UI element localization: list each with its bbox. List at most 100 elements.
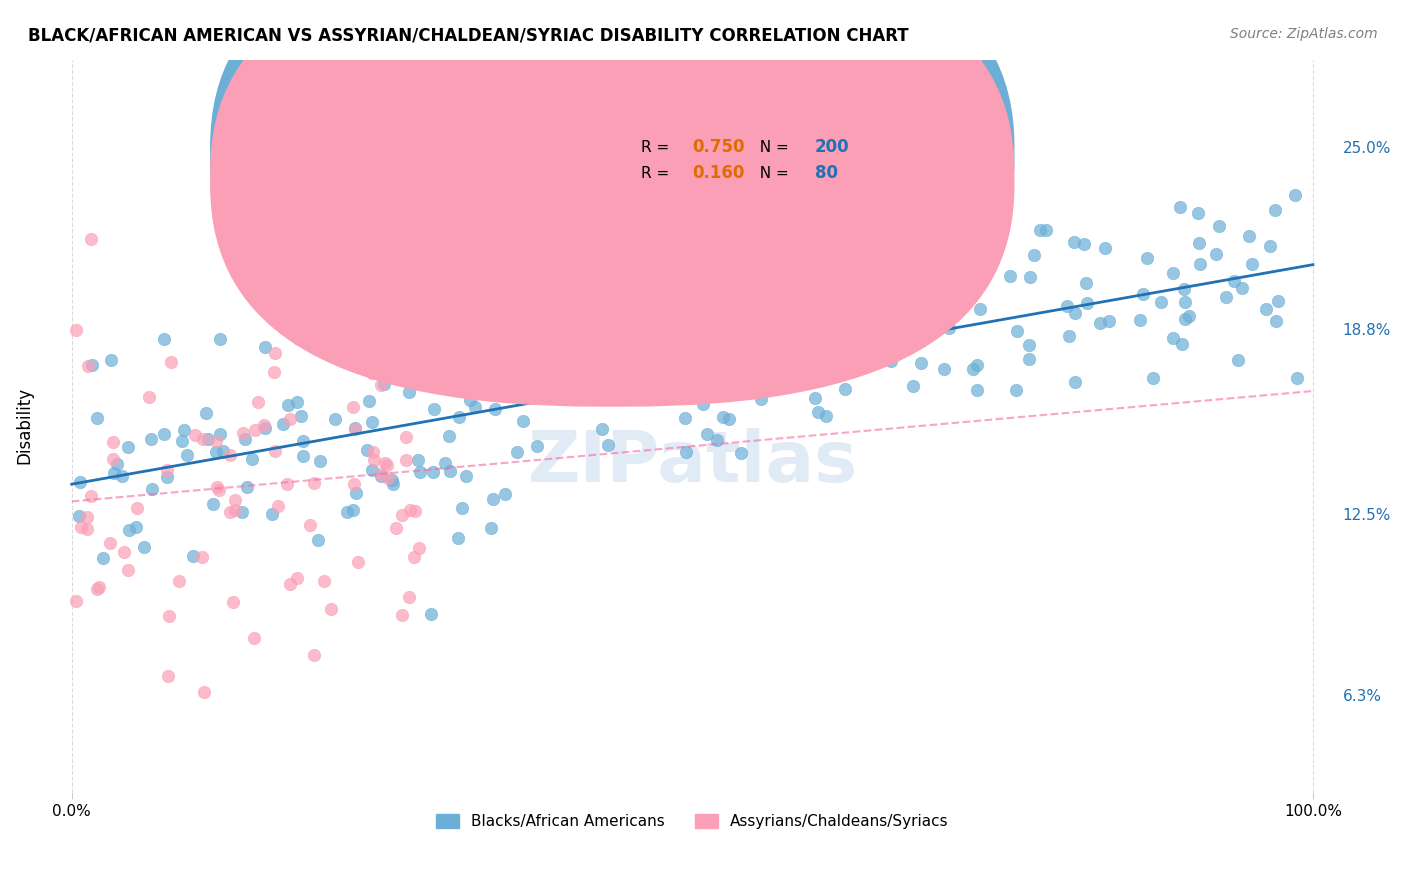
Point — [1267, 294, 1289, 309]
Point — [962, 362, 984, 376]
Point — [132, 540, 155, 554]
Point — [1239, 229, 1261, 244]
Point — [307, 533, 329, 547]
Point — [346, 555, 368, 569]
Point — [353, 346, 375, 360]
Point — [718, 412, 741, 426]
Point — [852, 291, 875, 305]
Point — [352, 322, 374, 336]
Point — [447, 532, 470, 546]
Point — [409, 465, 432, 479]
FancyBboxPatch shape — [211, 0, 1014, 406]
Point — [1264, 203, 1286, 218]
Point — [343, 422, 366, 436]
Point — [375, 458, 398, 472]
Point — [758, 376, 780, 391]
Point — [846, 246, 869, 260]
Point — [439, 464, 461, 478]
Point — [807, 405, 830, 419]
Legend: Blacks/African Americans, Assyrians/Chaldeans/Syriacs: Blacks/African Americans, Assyrians/Chal… — [430, 808, 955, 836]
Point — [434, 456, 457, 470]
Point — [706, 433, 728, 447]
Point — [1073, 237, 1095, 252]
Point — [1187, 206, 1209, 220]
Point — [205, 480, 228, 494]
Point — [461, 376, 484, 391]
Point — [336, 506, 359, 520]
Point — [1022, 248, 1045, 262]
Point — [298, 517, 321, 532]
Point — [70, 520, 93, 534]
Point — [1161, 267, 1184, 281]
Point — [193, 684, 215, 698]
Point — [404, 550, 426, 565]
Point — [938, 321, 960, 335]
Point — [569, 366, 592, 380]
Point — [1168, 200, 1191, 214]
Point — [804, 391, 827, 405]
Point — [910, 356, 932, 370]
Point — [363, 453, 385, 467]
Point — [834, 382, 856, 396]
Point — [274, 304, 297, 318]
Point — [373, 377, 395, 392]
Point — [966, 359, 988, 373]
Point — [98, 536, 121, 550]
Point — [704, 351, 727, 365]
Point — [699, 210, 721, 224]
Point — [695, 330, 717, 344]
Point — [1028, 223, 1050, 237]
Point — [152, 427, 174, 442]
Point — [851, 281, 873, 295]
Point — [404, 504, 426, 518]
Point — [212, 443, 235, 458]
Point — [526, 439, 548, 453]
Text: N =: N = — [751, 140, 794, 155]
Point — [260, 507, 283, 521]
Point — [730, 446, 752, 460]
Point — [515, 353, 537, 368]
Point — [479, 521, 502, 535]
Point — [385, 521, 408, 535]
Point — [194, 406, 217, 420]
Point — [191, 550, 214, 565]
Point — [627, 380, 650, 394]
Point — [111, 468, 134, 483]
Point — [205, 434, 228, 448]
Point — [423, 401, 446, 416]
Point — [1018, 352, 1040, 367]
Point — [1240, 257, 1263, 271]
Point — [232, 425, 254, 440]
Point — [1097, 314, 1119, 328]
Point — [243, 423, 266, 437]
Point — [209, 427, 232, 442]
Point — [725, 362, 748, 376]
Text: Source: ZipAtlas.com: Source: ZipAtlas.com — [1230, 27, 1378, 41]
Point — [285, 571, 308, 585]
Point — [711, 409, 734, 424]
Point — [596, 438, 619, 452]
Text: 80: 80 — [815, 164, 838, 182]
Point — [80, 489, 103, 503]
Point — [668, 367, 690, 381]
Text: R =: R = — [641, 140, 673, 155]
Point — [235, 480, 257, 494]
Point — [1189, 257, 1212, 271]
Point — [1256, 301, 1278, 316]
Point — [678, 351, 700, 365]
Point — [591, 422, 613, 436]
Point — [422, 466, 444, 480]
Point — [803, 319, 825, 334]
Point — [398, 367, 420, 381]
Point — [673, 410, 696, 425]
Point — [969, 302, 991, 317]
Point — [1018, 338, 1040, 352]
Point — [413, 367, 436, 381]
Point — [675, 444, 697, 458]
Point — [278, 412, 301, 426]
Point — [139, 432, 162, 446]
Point — [280, 576, 302, 591]
Point — [1174, 294, 1197, 309]
Point — [361, 415, 384, 429]
Point — [67, 509, 90, 524]
